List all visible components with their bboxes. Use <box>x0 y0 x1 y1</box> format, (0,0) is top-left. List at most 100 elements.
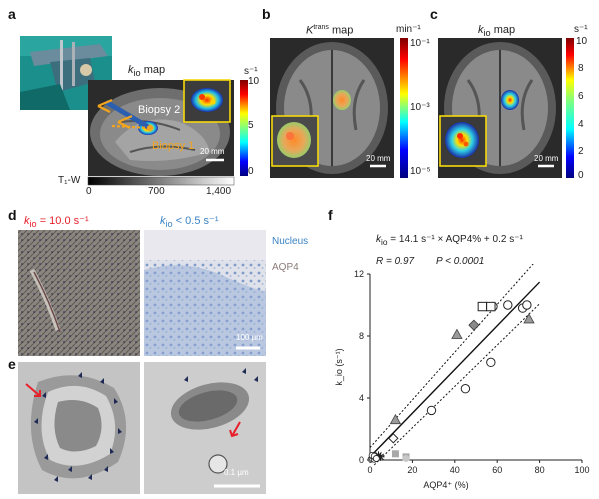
em-low-texture <box>144 362 266 494</box>
panel-label-a: a <box>8 6 16 22</box>
map-title-a-sub: io <box>133 68 141 79</box>
legend-aqp4: AQP4 <box>272 262 299 273</box>
y-tick-label: 4 <box>359 393 364 403</box>
d-right-label: kio < 0.5 s⁻¹ <box>160 214 219 229</box>
point-diamond-open <box>388 433 399 444</box>
grayscale-tick-700: 700 <box>148 186 165 197</box>
histology-low-texture <box>144 230 266 356</box>
panel-label-c: c <box>430 6 438 22</box>
legend-nucleus: Nucleus <box>272 236 309 247</box>
point-triangle <box>389 413 402 425</box>
panel-a-figure <box>20 36 248 186</box>
point-cluster <box>372 455 380 462</box>
colorbar-c-tick-10: 10 <box>576 36 588 47</box>
colorbar-a-tick-10: 10 <box>248 76 260 87</box>
chart-points <box>367 300 535 463</box>
ci-upper-line <box>369 264 534 448</box>
f-p-value: P < 0.0001 <box>436 256 485 267</box>
f-equation-rest: = 14.1 s⁻¹ × AQP4% + 0.2 s⁻¹ <box>387 234 523 245</box>
ktrans-lesion <box>333 90 351 110</box>
d-right-sub: io <box>165 219 173 230</box>
x-tick-label: 40 <box>450 465 460 475</box>
point-circle-open <box>503 300 513 310</box>
d-left-rest: = 10.0 s⁻¹ <box>36 215 89 227</box>
map-title-a-rest: map <box>140 64 166 76</box>
colorbar-c-tick-4: 4 <box>578 119 584 130</box>
map-title-a: kio map <box>128 64 165 78</box>
scatter-chart: 0 20 40 60 80 100 0 4 8 12 AQP4⁺ (%) k_io (s⁻¹) <box>334 264 590 490</box>
histology-high-texture <box>18 230 140 356</box>
d-right-rest: < 0.5 s⁻¹ <box>172 215 219 227</box>
point-square-open <box>477 301 488 312</box>
x-tick-label: 100 <box>574 465 589 475</box>
colorbar-a-tick-0: 0 <box>248 166 254 177</box>
panel-c-figure <box>438 38 574 178</box>
y-tick-label: 12 <box>354 269 364 279</box>
colorbar-c-tick-8: 8 <box>578 63 584 74</box>
biopsy-arrows <box>97 98 151 130</box>
panel-label-e: e <box>8 356 16 372</box>
point-circle-open <box>460 384 471 394</box>
chart-fit-lines <box>369 264 541 466</box>
scale-label-a: 20 mm <box>200 147 225 156</box>
point-diamond-gray <box>468 319 480 331</box>
panel-label-d: d <box>8 207 17 223</box>
colorbar-b-tick-mid: 10⁻³ <box>410 102 430 113</box>
histology-low: 100 µm <box>144 230 266 356</box>
em-high-texture <box>18 362 140 494</box>
scale-label-c: 20 mm <box>534 154 559 163</box>
y-tick-label: 0 <box>359 455 364 465</box>
colorbar-a-tick-5: 5 <box>248 120 254 131</box>
colorbar-a <box>240 80 248 176</box>
x-tick-label: 0 <box>367 465 372 475</box>
scale-label-e: 0.1 µm <box>224 468 249 477</box>
colorbar-c-tick-6: 6 <box>578 91 584 102</box>
title-c-sub: io <box>483 28 491 39</box>
red-arrow-e-right <box>229 421 241 438</box>
colorbar-a-unit: s⁻¹ <box>244 66 258 77</box>
panel-b: Ktrans map min⁻¹ 10⁻¹ 10⁻³ 10⁻⁵ 20 mm <box>270 20 430 185</box>
panel-b-figure <box>270 38 408 178</box>
title-c-k: k <box>478 24 484 36</box>
y-axis-label: k_io (s⁻¹) <box>334 348 344 385</box>
x-tick-label: 60 <box>492 465 502 475</box>
point-asterisk <box>376 452 385 461</box>
y-tick-label: 8 <box>359 331 364 341</box>
panel-c: kio map s⁻¹ 10 8 6 4 2 0 20 mm <box>438 20 598 185</box>
point-square-open <box>486 301 496 312</box>
map-title-a-k: k <box>128 64 134 76</box>
f-r-value: R = 0.97 <box>376 256 415 267</box>
title-c-rest: map <box>490 24 516 36</box>
point-square-gray <box>391 450 399 458</box>
biopsy-target <box>147 125 153 131</box>
red-arrow-e-left <box>25 383 41 397</box>
grayscale-tick-1400: 1,400 <box>206 186 232 197</box>
colorbar-c <box>566 38 574 178</box>
title-b-k: K <box>306 24 314 37</box>
title-c: kio map <box>478 24 515 38</box>
f-equation-k: k <box>376 234 381 245</box>
kio-lesion <box>501 90 519 110</box>
point-circle-gray <box>402 454 410 462</box>
colorbar-c-tick-2: 2 <box>578 146 584 157</box>
x-axis-label: AQP4⁺ (%) <box>423 480 468 490</box>
title-b-rest: map <box>328 24 354 37</box>
scale-label-b: 20 mm <box>366 154 391 163</box>
d-right-k: k <box>160 215 166 227</box>
d-left-label: kio = 10.0 s⁻¹ <box>24 214 89 229</box>
colorbar-b-tick-top: 10⁻¹ <box>410 38 430 49</box>
histology-high <box>18 230 140 356</box>
colorbar-b <box>400 38 408 178</box>
panel-a: kio map Biopsy 2 Biopsy 1 20 mm s⁻¹ 10 5… <box>20 22 260 200</box>
panel-label-f: f <box>328 207 333 223</box>
x-tick-label: 20 <box>407 465 417 475</box>
point-triangle <box>523 313 535 324</box>
ci-lower-line <box>373 303 540 466</box>
fit-line <box>369 281 541 458</box>
scale-label-d: 100 µm <box>236 333 263 342</box>
f-equation: kio = 14.1 s⁻¹ × AQP4% + 0.2 s⁻¹ <box>376 234 523 247</box>
colorbar-c-tick-0: 0 <box>578 170 584 181</box>
biopsy1-label: Biopsy 1 <box>152 140 195 152</box>
em-low: 0.1 µm <box>144 362 266 494</box>
point-circle-open <box>522 300 532 310</box>
